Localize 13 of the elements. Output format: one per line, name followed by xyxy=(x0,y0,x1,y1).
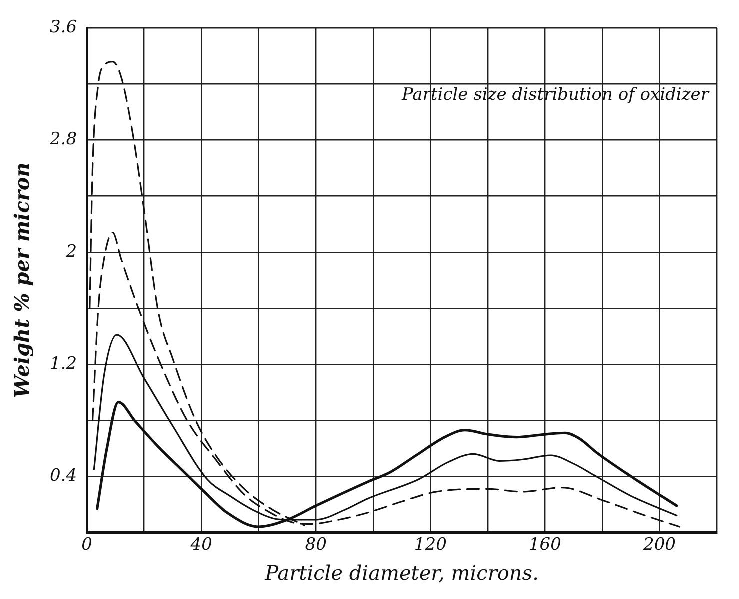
x-axis-title: Particle diameter, microns. xyxy=(264,561,539,586)
x-tick-label: 120 xyxy=(414,535,448,556)
x-tick-label: 200 xyxy=(642,535,676,556)
y-tick-label: 0.4 xyxy=(50,466,78,486)
x-tick-label: 40 xyxy=(190,535,213,556)
y-tick-label: 3.6 xyxy=(50,18,78,38)
x-tick-label: 0 xyxy=(82,535,93,556)
y-tick-label: 1.2 xyxy=(50,354,78,374)
x-tick-label: 80 xyxy=(305,535,328,556)
y-tick-label: 2 xyxy=(65,242,78,262)
x-tick-label: 160 xyxy=(528,535,562,556)
y-axis-title: Weight % per micron xyxy=(10,162,34,398)
y-tick-label: 2.8 xyxy=(48,130,78,150)
